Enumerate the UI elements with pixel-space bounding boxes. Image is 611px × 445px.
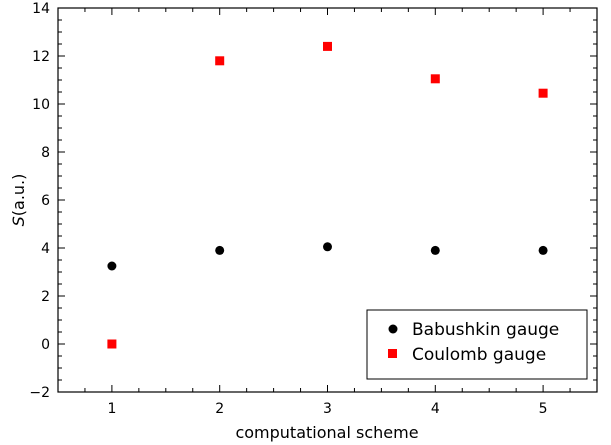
babushkin-point	[107, 261, 117, 271]
babushkin-point	[323, 242, 332, 252]
x-tick-label: 4	[431, 401, 440, 417]
data-points	[107, 41, 548, 349]
coulomb-point	[538, 88, 548, 98]
x-tick-label: 5	[539, 401, 548, 417]
y-tick-label: 14	[32, 1, 50, 17]
y-axis-label: S(a.u.)	[9, 174, 28, 227]
coulomb-point	[323, 41, 332, 51]
babushkin-point	[215, 245, 225, 255]
x-tick-label: 2	[215, 401, 224, 417]
y-axis-unit: (a.u.)	[9, 174, 28, 217]
x-tick-label: 3	[323, 401, 332, 417]
legend: Babushkin gauge Coulomb gauge	[366, 309, 588, 380]
legend-marker-coulomb	[388, 349, 397, 358]
x-axis-label: computational scheme	[235, 423, 418, 442]
x-tick-label: 1	[107, 401, 116, 417]
legend-box	[366, 309, 588, 380]
babushkin-point	[430, 245, 440, 255]
coulomb-point	[215, 56, 225, 66]
y-tick-label: 2	[41, 289, 50, 305]
babushkin-point	[538, 245, 548, 255]
y-tick-label: 12	[32, 49, 50, 65]
y-tick-label: 10	[32, 97, 50, 113]
axis-ticks	[58, 7, 597, 393]
legend-marker-babushkin	[388, 324, 398, 334]
legend-label-babushkin: Babushkin gauge	[412, 320, 559, 340]
coulomb-point	[430, 74, 440, 84]
y-tick-label: 0	[41, 337, 50, 353]
y-tick-label: 4	[41, 241, 50, 257]
y-tick-label: −2	[29, 385, 50, 401]
y-tick-label: 6	[41, 193, 50, 209]
y-tick-label: 8	[41, 145, 50, 161]
y-axis-symbol: S	[9, 216, 28, 226]
legend-label-coulomb: Coulomb gauge	[412, 345, 546, 365]
coulomb-point	[107, 339, 117, 349]
